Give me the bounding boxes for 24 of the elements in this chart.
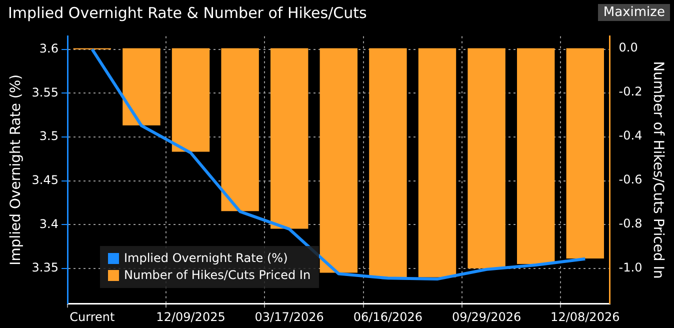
text: Maximize <box>598 4 670 21</box>
x-tick-label: 12/08/2026 <box>550 310 620 324</box>
y2-tick-label: -0.4 <box>618 128 642 142</box>
legend-label: Implied Overnight Rate (%) <box>124 250 288 267</box>
y2-tick-label: 0.0 <box>618 40 638 54</box>
x-tick-label: 03/17/2026 <box>254 310 324 324</box>
x-tick-label: Current <box>70 310 115 324</box>
chart-title: Implied Overnight Rate & Number of Hikes/Cuts <box>8 4 367 22</box>
y-tick-label: 3.55 <box>32 85 59 100</box>
y-tick-label: 3.4 <box>39 216 59 231</box>
x-tick-label: 12/09/2025 <box>156 310 226 324</box>
x-tick-label: 09/29/2026 <box>452 310 522 324</box>
y2-tick-label: -0.6 <box>618 172 642 186</box>
y-tick-label: 3.35 <box>32 260 59 275</box>
legend-label: Number of Hikes/Cuts Priced In <box>124 267 311 284</box>
y-tick-label: 3.5 <box>39 129 59 144</box>
y2-tick-label: -1.0 <box>618 260 642 275</box>
y-axis-title: Implied Overnight Rate (%) <box>8 74 24 266</box>
y2-tick-label: -0.8 <box>618 216 642 230</box>
y2-axis-title: Number of Hikes/Cuts Priced In <box>650 61 666 279</box>
y-tick-label: 3.45 <box>32 172 59 187</box>
y-tick-label: 3.6 <box>39 41 59 56</box>
x-tick-label: 06/16/2026 <box>353 310 423 324</box>
y2-tick-label: -0.2 <box>618 84 642 98</box>
